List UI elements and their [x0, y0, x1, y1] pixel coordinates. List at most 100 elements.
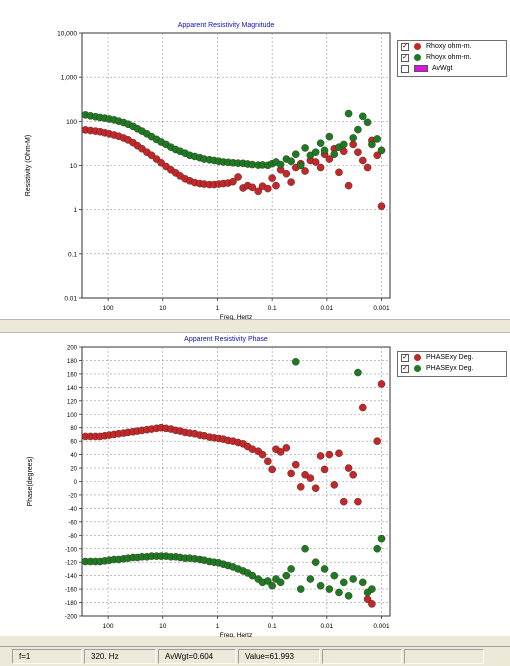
y-tick-label: 160 [67, 372, 78, 378]
red-data-point [301, 167, 309, 175]
magnitude-chart[interactable]: 10,000 1,000 100 10 1 0.1 0.01 100 10 1 0.1 0.01 0.0… [0, 0, 510, 320]
y-tick-label: 180 [67, 359, 78, 365]
green-data-point [330, 571, 339, 580]
x-tick-label: 0.01 [321, 623, 334, 630]
legend-item-phaseyx[interactable]: ✓ PHASEyx Deg. [398, 363, 506, 374]
green-data-point [359, 578, 367, 587]
red-data-point [320, 465, 329, 474]
y-tick-label: -180 [65, 601, 78, 607]
y-tick-label: 120 [67, 399, 78, 405]
green-data-point [306, 575, 315, 583]
green-data-point [276, 578, 285, 587]
red-data-point [291, 460, 300, 469]
avwgt-checkbox[interactable] [401, 64, 409, 73]
magnitude-chart-panel: 10,000 1,000 100 10 1 0.1 0.01 100 10 1 0.1 0.01 0.0… [0, 0, 510, 320]
y-tick-label: 20 [70, 467, 77, 473]
green-data-point [311, 558, 320, 566]
red-data-point [311, 484, 320, 492]
red-data-point [287, 469, 295, 478]
x-axis-label: Freq, Hertz [220, 632, 253, 637]
status-avwgt: AvWgt=0.604 [158, 649, 236, 664]
y-axis-label: Phase(degrees) [27, 457, 34, 507]
red-data-point [264, 457, 272, 466]
green-data-point [349, 134, 357, 142]
y-tick-label: -160 [65, 588, 78, 594]
red-data-point [335, 449, 343, 458]
red-data-point [234, 173, 242, 181]
red-data-point [276, 448, 285, 456]
green-data-point [291, 358, 300, 366]
red-data-point [229, 177, 237, 186]
rhoxy-checkbox[interactable]: ✓ [401, 42, 409, 51]
status-bar: f=1 320. Hz AvWgt=0.604 Value=61.993 [0, 646, 510, 666]
y-tick-label: -140 [65, 574, 78, 580]
green-data-point [316, 139, 325, 147]
y-tick-label: -80 [68, 534, 77, 540]
green-data-point [340, 578, 348, 587]
y-tick-label: 100 [67, 413, 78, 419]
red-data-point [349, 140, 357, 149]
x-tick-label: 0.1 [268, 305, 277, 312]
y-tick-label: 0 [74, 480, 78, 486]
y-tick-label: -100 [65, 547, 78, 553]
x-tick-label: 10 [159, 305, 167, 312]
green-data-point [344, 592, 353, 600]
green-data-point [264, 577, 272, 585]
green-data-point [330, 150, 339, 159]
x-tick-label: 1 [216, 305, 220, 312]
y-tick-label: 80 [70, 426, 77, 432]
green-data-point [349, 575, 357, 583]
red-data-point [344, 181, 353, 190]
green-data-point [325, 585, 334, 593]
red-data-point [330, 481, 339, 489]
y-tick-label: -200 [65, 615, 78, 621]
phasexy-checkbox[interactable]: ✓ [401, 353, 409, 362]
phase-chart[interactable]: 200180160140120100806040200-20-40-60-80-… [0, 333, 510, 637]
y-tick-label: 100 [66, 119, 77, 126]
magnitude-legend: ✓ Rhoxy ohm-m. ✓ Rhoyx ohm-m. AvWgt [397, 40, 507, 77]
green-data-point [325, 132, 334, 141]
red-data-point [296, 483, 305, 491]
x-tick-label: 100 [103, 623, 114, 630]
red-data-point [377, 202, 386, 210]
red-data-point [340, 497, 348, 506]
red-data-point [254, 187, 262, 196]
phaseyx-checkbox[interactable]: ✓ [401, 364, 409, 373]
red-data-point [325, 450, 334, 459]
red-data-point [363, 163, 372, 172]
status-frequency-index: f=1 [12, 649, 82, 664]
legend-item-rhoyx[interactable]: ✓ Rhoyx ohm-m. [398, 52, 506, 63]
legend-item-phasexy[interactable]: ✓ PHASExy Deg. [398, 352, 506, 363]
red-data-point [368, 600, 376, 608]
status-value: Value=61.993 [238, 649, 320, 664]
y-tick-label: 0.1 [68, 251, 77, 258]
x-axis-label: Freq, Hertz [220, 314, 253, 320]
y-tick-label: -60 [68, 520, 77, 526]
legend-label-rhoyx: Rhoyx ohm-m. [426, 54, 472, 61]
red-dot-icon [414, 43, 421, 50]
green-data-point [340, 140, 348, 149]
green-data-point [359, 112, 367, 121]
x-tick-label: 0.1 [268, 623, 277, 630]
green-data-point [368, 585, 376, 593]
rhoyx-checkbox[interactable]: ✓ [401, 53, 409, 62]
red-data-point [306, 474, 315, 482]
green-data-point [296, 585, 305, 593]
green-data-point [373, 135, 381, 143]
red-data-point [287, 178, 295, 186]
legend-label-phasexy: PHASExy Deg. [426, 354, 474, 361]
green-dot-icon [414, 54, 421, 61]
legend-item-avwgt[interactable]: AvWgt [398, 63, 506, 74]
green-data-point [363, 118, 372, 127]
green-dot-icon [414, 365, 421, 372]
red-data-point [248, 183, 257, 192]
y-tick-label: 1,000 [61, 75, 78, 82]
phase-legend: ✓ PHASExy Deg. ✓ PHASEyx Deg. [397, 351, 507, 377]
red-data-point [377, 380, 386, 388]
green-data-point [354, 125, 362, 134]
legend-item-rhoxy[interactable]: ✓ Rhoxy ohm-m. [398, 41, 506, 52]
green-data-point [335, 588, 343, 597]
y-axis-label: Resistivity (Ohm-M) [25, 135, 32, 196]
green-data-point [368, 140, 376, 149]
legend-label-avwgt: AvWgt [432, 65, 453, 72]
